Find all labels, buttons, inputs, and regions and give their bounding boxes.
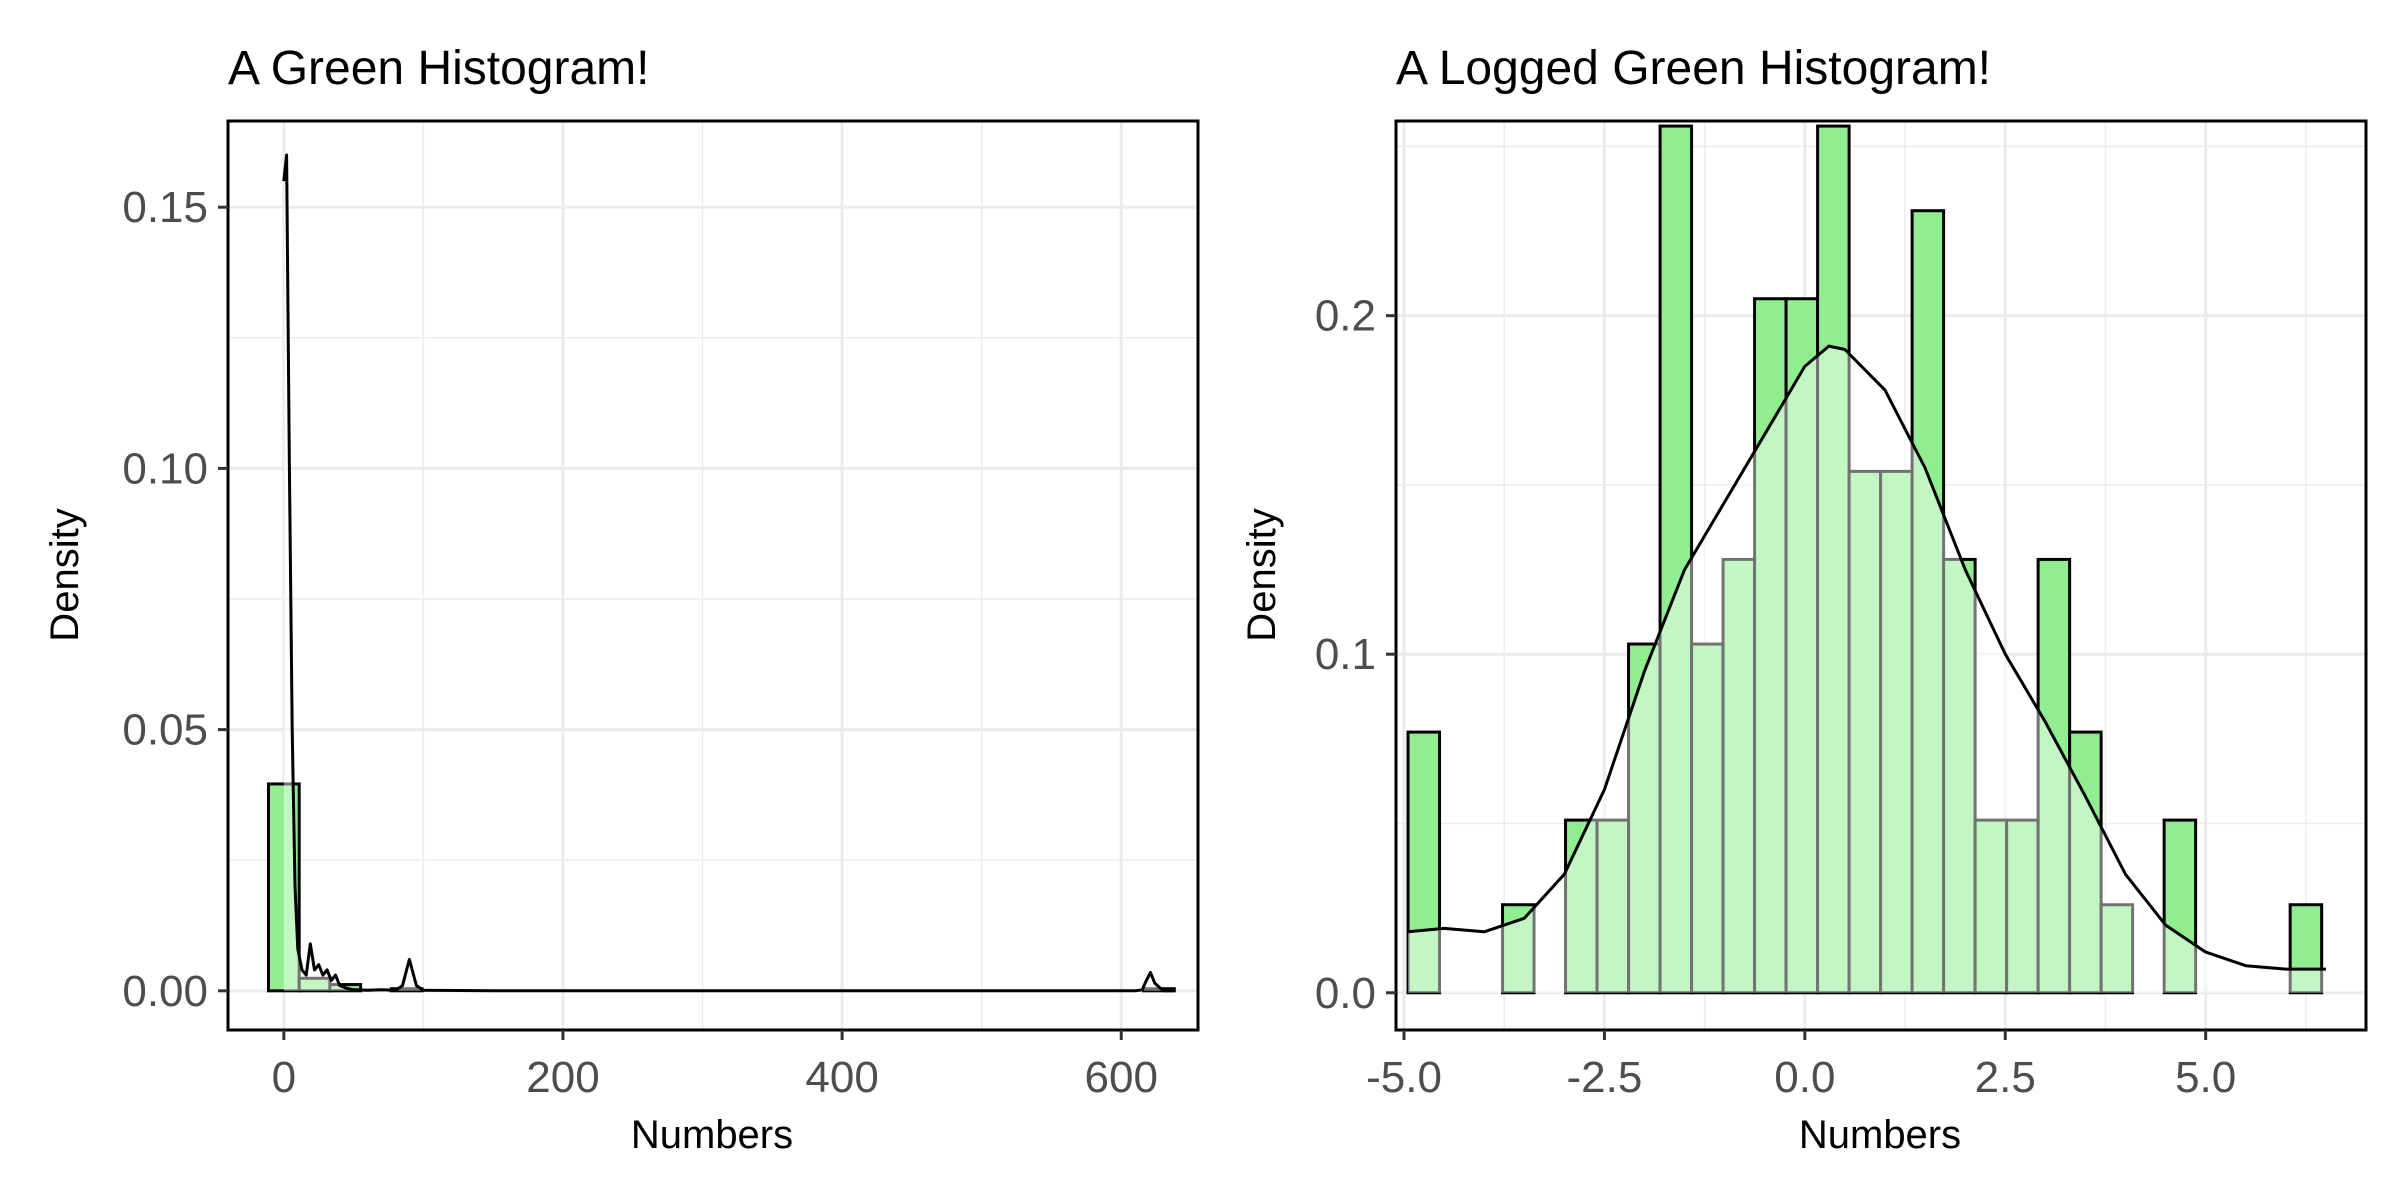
left-panel-border — [226, 119, 1200, 1032]
right-x-axis-title: Numbers — [1799, 1113, 1961, 1157]
right-density-curve — [1407, 344, 2326, 971]
right-histogram-bar — [1942, 557, 1977, 995]
right-histogram-bar — [1784, 297, 1820, 995]
right-histogram-bar — [1406, 730, 1442, 995]
left-x-tick-label: 0 — [272, 1053, 296, 1102]
right-y-tick-label: 0.1 — [1315, 630, 1376, 679]
right-histogram-bar — [2036, 557, 2072, 995]
right-x-tick-label: 2.5 — [1975, 1053, 2036, 1102]
right-histogram-bar — [2162, 818, 2198, 995]
right-chart-title: A Logged Green Histogram! — [1396, 42, 1991, 95]
right-chart-panel: -5.0 -2.5 0.0 2.5 5.0 0.0 0.1 0.2 — [1315, 119, 2368, 1102]
right-x-tick-label: -5.0 — [1366, 1053, 1442, 1102]
left-chart-title: A Green Histogram! — [228, 42, 650, 95]
right-y-tick-label: 0.2 — [1315, 292, 1376, 341]
right-histogram-bar — [1753, 297, 1788, 995]
right-histogram-bar — [2288, 903, 2324, 995]
left-x-tick-label: 400 — [805, 1053, 878, 1102]
right-density-area — [1408, 346, 2326, 993]
right-histogram-bar — [2099, 903, 2135, 995]
right-histogram-bar — [1816, 124, 1851, 995]
left-y-tick-label: 0.00 — [122, 967, 208, 1016]
right-x-tick-label: -2.5 — [1567, 1053, 1643, 1102]
right-histogram-bar — [1501, 903, 1536, 995]
left-y-axis-title: Density — [43, 508, 87, 641]
right-x-tick-label: 5.0 — [2175, 1053, 2236, 1102]
right-histogram-bar — [1973, 818, 2009, 995]
left-density-curve — [282, 153, 1175, 993]
left-y-tick-label: 0.10 — [122, 444, 208, 493]
left-x-tick-label: 600 — [1085, 1053, 1158, 1102]
right-histogram-bar — [1690, 642, 1725, 995]
right-y-axis-title: Density — [1240, 508, 1284, 641]
left-chart-panel: 0 200 400 600 0.00 0.05 0.10 0.15 — [122, 119, 1200, 1102]
right-histogram-bar — [1658, 124, 1694, 995]
left-x-tick-label: 200 — [526, 1053, 599, 1102]
right-x-tick-label: 0.0 — [1774, 1053, 1835, 1102]
right-y-tick-label: 0.0 — [1315, 969, 1376, 1018]
right-histogram-bar — [1879, 469, 1914, 995]
right-histogram-bar — [2068, 730, 2103, 995]
left-y-tick-label: 0.15 — [122, 183, 208, 232]
right-panel-border — [1394, 119, 2368, 1032]
left-y-tick-label: 0.05 — [122, 706, 208, 755]
right-histogram-bar — [1847, 469, 1883, 995]
right-histogram-bar — [1910, 209, 1946, 995]
left-x-axis-title: Numbers — [631, 1113, 793, 1157]
